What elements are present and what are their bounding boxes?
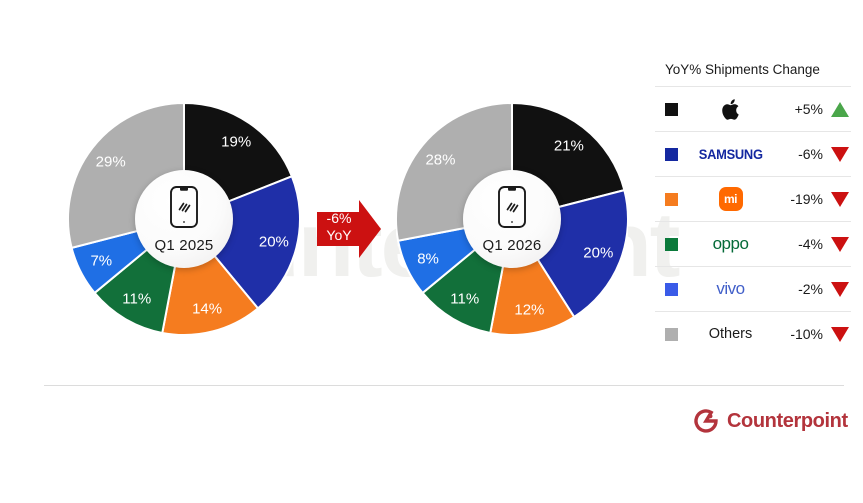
smartphone-icon bbox=[498, 185, 526, 228]
vivo-wordmark-icon: vivo bbox=[716, 279, 745, 298]
smartphone-icon bbox=[170, 185, 198, 228]
legend-brand: mi bbox=[678, 177, 783, 221]
legend-row-oppo[interactable]: oppo -4% bbox=[655, 221, 851, 266]
counterpoint-logo: Counterpoint bbox=[693, 408, 848, 434]
legend-row-others[interactable]: Others -10% bbox=[655, 311, 851, 356]
legend-direction-indicator bbox=[829, 146, 851, 163]
legend-change-value: -10% bbox=[790, 326, 823, 342]
legend-swatch bbox=[665, 192, 678, 206]
donut-center-label: Q1 2025 bbox=[154, 236, 214, 254]
legend-swatch bbox=[665, 282, 678, 296]
yoy-change-arrow: -6% YoY bbox=[315, 198, 383, 260]
legend-brand: Others bbox=[678, 312, 783, 356]
legend-panel: YoY% Shipments Change +5% SAMSUNG -6% mi -19… bbox=[655, 62, 851, 356]
legend-swatch bbox=[665, 147, 678, 161]
triangle-down-icon bbox=[831, 281, 849, 297]
triangle-up-icon bbox=[831, 101, 849, 117]
arrow-value: -6% bbox=[326, 210, 352, 226]
legend-direction-indicator bbox=[829, 236, 851, 253]
phone-icon-wrap bbox=[169, 185, 199, 234]
counterpoint-logo-text: Counterpoint bbox=[727, 409, 848, 432]
oppo-wordmark-icon: oppo bbox=[712, 234, 749, 253]
legend-row-samsung[interactable]: SAMSUNG -6% bbox=[655, 131, 851, 176]
triangle-down-icon bbox=[831, 191, 849, 207]
others-label: Others bbox=[708, 326, 753, 342]
triangle-down-icon bbox=[831, 326, 849, 342]
legend-brand: oppo bbox=[678, 222, 783, 266]
legend-brand bbox=[678, 87, 783, 131]
triangle-down-icon bbox=[831, 236, 849, 252]
triangle-down-icon bbox=[831, 146, 849, 162]
apple-logo-icon bbox=[722, 98, 739, 120]
counterpoint-mark-icon bbox=[694, 409, 718, 433]
legend-change-value: -6% bbox=[798, 146, 823, 162]
legend-swatch bbox=[665, 327, 678, 341]
legend-row-apple[interactable]: +5% bbox=[655, 86, 851, 131]
section-divider bbox=[44, 385, 844, 386]
donut-chart-q1-2025: 19% 20% 14% 11% 7% 29% Q1 2025 bbox=[68, 103, 300, 335]
legend-brand: SAMSUNG bbox=[678, 132, 783, 176]
xiaomi-logo-icon: mi bbox=[718, 187, 743, 211]
donut-center-hub: Q1 2026 bbox=[463, 170, 561, 268]
donut-center-label: Q1 2026 bbox=[482, 236, 542, 254]
legend-brand: vivo bbox=[678, 267, 783, 311]
donut-chart-q1-2026: 21% 20% 12% 11% 8% 28% Q1 2026 bbox=[396, 103, 628, 335]
legend-row-xiaomi[interactable]: mi -19% bbox=[655, 176, 851, 221]
legend-rows: +5% SAMSUNG -6% mi -19% oppo -4% vivo -2% Others -… bbox=[655, 86, 851, 356]
phone-icon-wrap bbox=[497, 185, 527, 234]
legend-swatch bbox=[665, 237, 678, 251]
legend-change-value: -4% bbox=[798, 236, 823, 252]
donut-center-hub: Q1 2025 bbox=[135, 170, 233, 268]
legend-direction-indicator bbox=[829, 191, 851, 208]
legend-direction-indicator bbox=[829, 101, 851, 118]
legend-swatch bbox=[665, 102, 678, 116]
arrow-period: YoY bbox=[326, 227, 352, 243]
legend-change-value: +5% bbox=[794, 101, 823, 117]
legend-title: YoY% Shipments Change bbox=[665, 62, 820, 77]
legend-change-value: -2% bbox=[798, 281, 823, 297]
arrow-right-icon bbox=[317, 200, 381, 258]
legend-change-value: -19% bbox=[790, 191, 823, 207]
samsung-wordmark-icon: SAMSUNG bbox=[698, 146, 763, 162]
legend-direction-indicator bbox=[829, 281, 851, 298]
legend-direction-indicator bbox=[829, 326, 851, 343]
legend-row-vivo[interactable]: vivo -2% bbox=[655, 266, 851, 311]
